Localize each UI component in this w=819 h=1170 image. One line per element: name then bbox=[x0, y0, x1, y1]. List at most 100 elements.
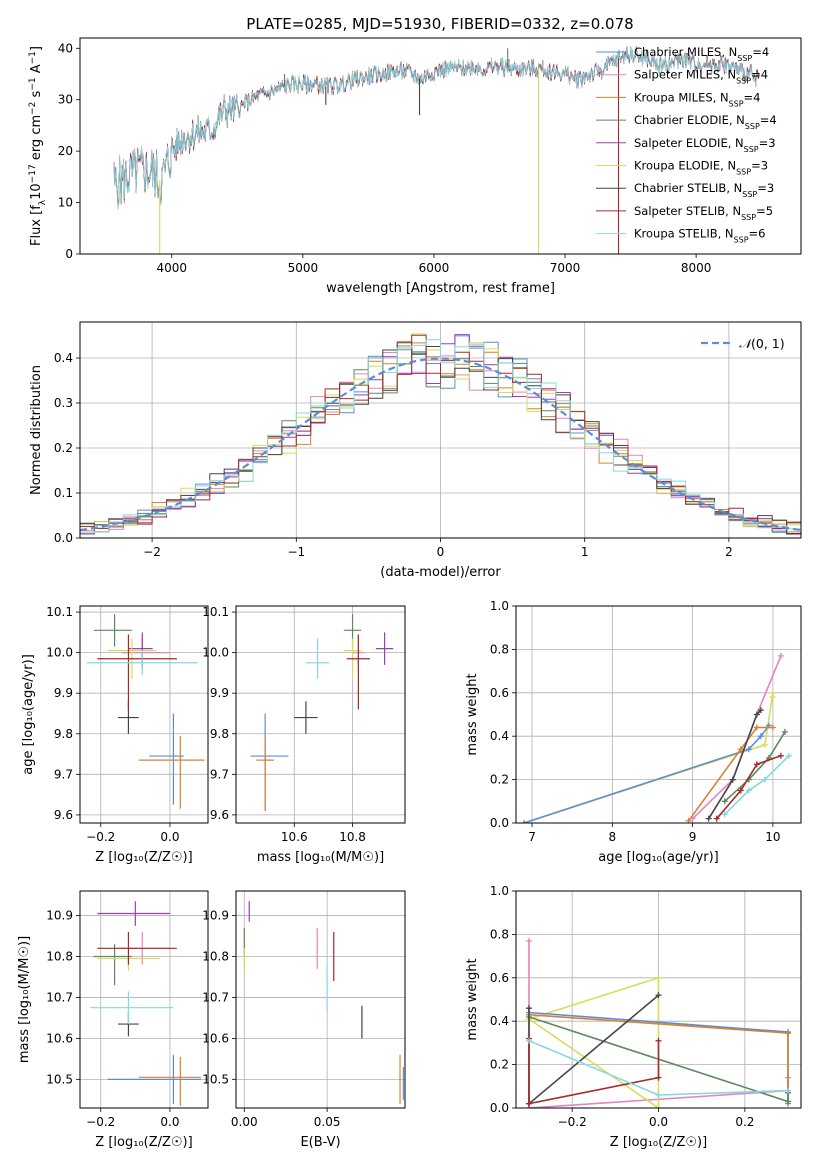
x-tick-label: 6000 bbox=[419, 261, 450, 275]
y-tick-label: 10.0 bbox=[46, 646, 73, 660]
weight-marker bbox=[525, 1005, 532, 1012]
panels: 4000 5000 6000 7000 8000010203040wavelength … bbox=[17, 37, 802, 1150]
x-tick-label: 8 bbox=[609, 830, 617, 844]
y-axis-label: mass [log₁₀(M/M☉)] bbox=[17, 936, 32, 1063]
errorbar-point bbox=[375, 632, 394, 665]
y-tick-label: 9.7 bbox=[54, 767, 73, 781]
plot-area-age-vs-Z bbox=[86, 614, 205, 809]
weight-marker bbox=[785, 1030, 792, 1037]
legend-text: Kroupa MILES, N bbox=[634, 90, 729, 104]
y-tick-label: 10.7 bbox=[202, 990, 229, 1004]
weight-marker bbox=[655, 1105, 662, 1108]
y-tick-label: 30 bbox=[58, 93, 73, 107]
legend-entry: Kroupa MILES, NSSP=4 bbox=[634, 90, 760, 108]
errorbar-point bbox=[138, 735, 205, 809]
y-axis-label: age [log₁₀(age/yr)] bbox=[21, 654, 36, 775]
x-axis-label: E(B-V) bbox=[300, 1135, 340, 1150]
y-axis-label: Flux [fλ10−17 erg cm−2 s−1 A−1] bbox=[28, 46, 48, 246]
legend-entry: 𝒩(0, 1) bbox=[739, 336, 785, 351]
weight-line bbox=[708, 709, 762, 820]
errorbar-point bbox=[305, 638, 330, 680]
y-label-part: s bbox=[29, 90, 44, 101]
x-axis-label: Z [log₁₀(Z/Z☉)] bbox=[95, 1135, 192, 1150]
y-tick-label: 0.2 bbox=[490, 773, 509, 787]
y-label-part: −17 bbox=[28, 164, 38, 183]
legend-tail: =3 bbox=[759, 136, 776, 150]
legend-tail: =5 bbox=[756, 204, 773, 218]
y-tick-label: 9.9 bbox=[54, 686, 73, 700]
plot-area-age-vs-mass bbox=[250, 614, 394, 811]
y-tick-label: 40 bbox=[58, 41, 73, 55]
weight-marker bbox=[525, 1037, 532, 1044]
errorbar-point bbox=[86, 650, 198, 675]
x-tick-label: 0.0 bbox=[649, 1115, 668, 1129]
legend-sub: SSP bbox=[729, 99, 744, 108]
weight-marker bbox=[769, 724, 776, 731]
y-tick-label: 10.5 bbox=[46, 1072, 73, 1086]
weight-marker bbox=[781, 728, 788, 735]
histogram-series bbox=[80, 339, 801, 538]
y-tick-label: 1.0 bbox=[490, 884, 509, 898]
weight-marker bbox=[737, 787, 744, 794]
y-tick-label: 1.0 bbox=[490, 599, 509, 613]
y-label-part: −1 bbox=[28, 51, 38, 64]
legend-tail: =4 bbox=[751, 68, 768, 82]
x-tick-label: 10.8 bbox=[339, 830, 366, 844]
panel-residuals: −2 −1 0 1 2 0.0 0.1 0.2 0.3 0.4 (data-model)/error… bbox=[29, 321, 802, 580]
weight-line bbox=[724, 731, 786, 802]
weight-marker bbox=[753, 711, 760, 718]
legend-entry: Chabrier MILES, NSSP=4 bbox=[634, 45, 769, 63]
legend-sub: SSP bbox=[736, 76, 751, 85]
weight-marker bbox=[655, 974, 662, 981]
y-tick-label: 0 bbox=[65, 247, 73, 261]
legend-sub: SSP bbox=[745, 122, 760, 131]
weight-marker bbox=[721, 798, 728, 805]
errorbar-point bbox=[97, 931, 177, 965]
legend-sub: SSP bbox=[734, 235, 749, 244]
y-axis-label: mass weight bbox=[465, 673, 480, 755]
y-tick-label: 0.4 bbox=[54, 351, 73, 365]
legend-text: Salpeter ELODIE, N bbox=[634, 136, 744, 150]
legend-sub: SSP bbox=[744, 144, 759, 153]
y-tick-label: 0.2 bbox=[490, 1058, 509, 1072]
y-tick-label: 0.0 bbox=[490, 816, 509, 830]
legend-entry: Salpeter MILES, NSSP=4 bbox=[634, 68, 768, 86]
y-tick-label: 10 bbox=[58, 196, 73, 210]
axes-frame bbox=[515, 890, 802, 1109]
weight-line bbox=[528, 1038, 660, 1105]
errorbar-point bbox=[93, 944, 132, 986]
legend-tail: =3 bbox=[751, 159, 768, 173]
weight-line bbox=[523, 724, 770, 823]
x-tick-label: 9 bbox=[689, 830, 697, 844]
y-tick-label: 10.6 bbox=[46, 1031, 73, 1045]
legend-text: Salpeter STELIB, N bbox=[634, 204, 741, 218]
weight-line bbox=[724, 755, 790, 815]
plot-area-spectrum bbox=[113, 45, 760, 254]
spectrum-line bbox=[113, 47, 760, 210]
y-tick-label: 10.1 bbox=[202, 605, 229, 619]
y-tick-label: 0.0 bbox=[490, 1101, 509, 1115]
errorbar-point bbox=[250, 713, 289, 811]
weight-line bbox=[687, 726, 773, 822]
x-tick-label: 0.0 bbox=[160, 1115, 179, 1129]
legend-tail: =6 bbox=[749, 227, 766, 241]
weight-marker bbox=[521, 820, 528, 823]
legend-sub: SSP bbox=[742, 190, 757, 199]
legend-text: Kroupa ELODIE, N bbox=[634, 159, 736, 173]
weight-marker bbox=[745, 746, 752, 753]
y-tick-label: 10.8 bbox=[46, 950, 73, 964]
errorbar-point bbox=[93, 614, 132, 647]
legend-text: Salpeter MILES, N bbox=[634, 68, 736, 82]
weight-marker bbox=[757, 707, 764, 714]
x-tick-label: 0.05 bbox=[314, 1115, 341, 1129]
plot-area-mass-vs-Z bbox=[90, 901, 202, 1106]
weight-line bbox=[716, 754, 782, 820]
x-tick-label: 10.6 bbox=[281, 830, 308, 844]
weight-marker bbox=[655, 1091, 662, 1098]
legend-entry: Chabrier ELODIE, NSSP=4 bbox=[634, 113, 777, 131]
weight-marker bbox=[713, 815, 720, 822]
weight-marker bbox=[761, 741, 768, 748]
weight-marker bbox=[753, 724, 760, 731]
weight-marker bbox=[785, 1098, 792, 1105]
weight-marker bbox=[721, 811, 728, 818]
